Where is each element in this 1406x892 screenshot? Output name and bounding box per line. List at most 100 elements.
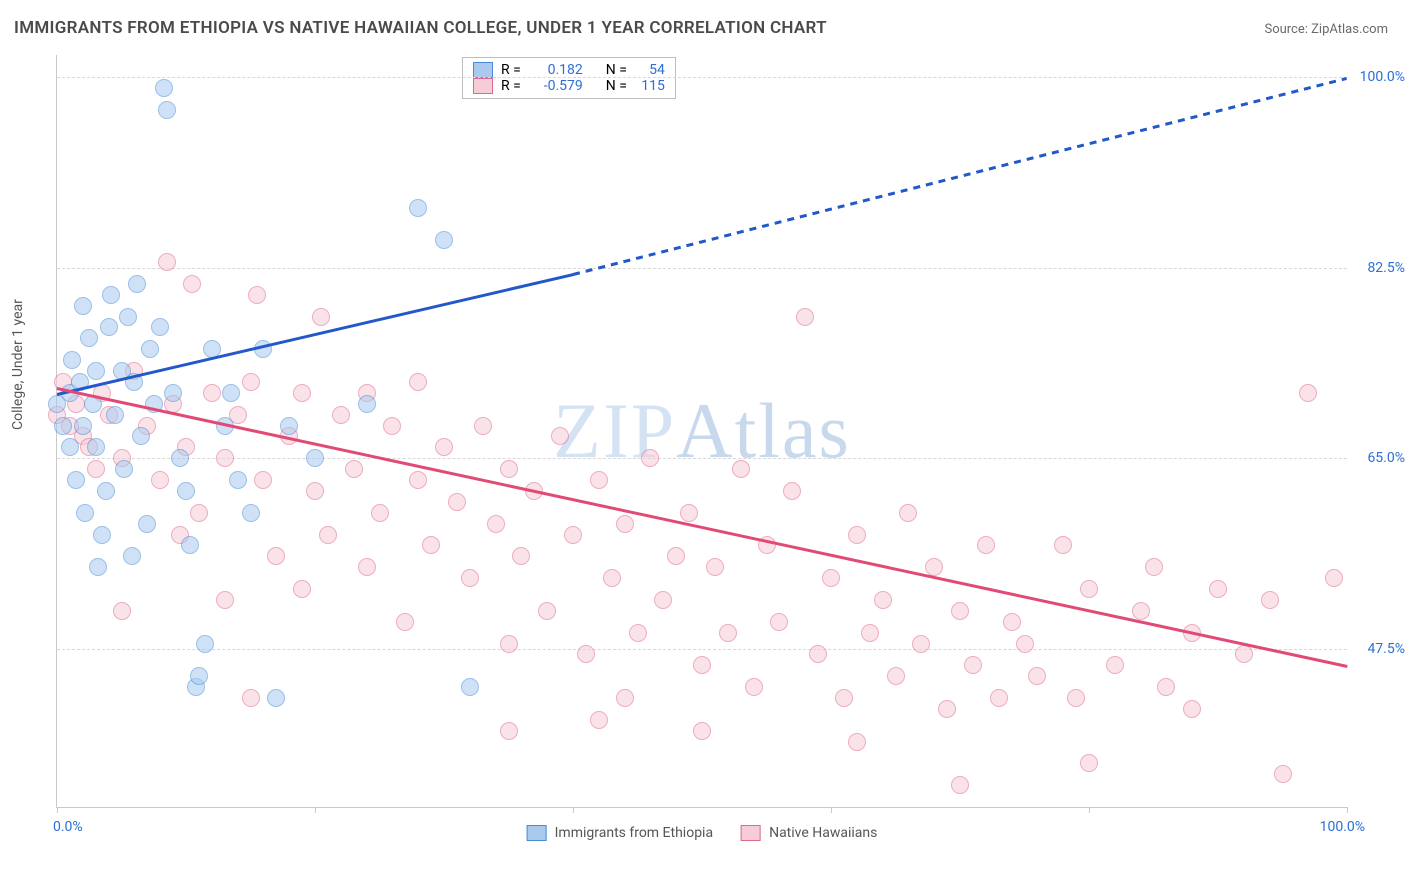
data-point bbox=[1299, 384, 1317, 402]
data-point bbox=[422, 536, 440, 554]
data-point bbox=[887, 667, 905, 685]
data-point bbox=[229, 471, 247, 489]
data-point bbox=[616, 689, 634, 707]
data-point bbox=[1080, 754, 1098, 772]
data-point bbox=[770, 613, 788, 631]
data-point bbox=[267, 689, 285, 707]
data-point bbox=[177, 482, 195, 500]
data-point bbox=[693, 656, 711, 674]
data-point bbox=[1274, 765, 1292, 783]
data-point bbox=[809, 645, 827, 663]
data-point bbox=[680, 504, 698, 522]
data-point bbox=[719, 624, 737, 642]
data-point bbox=[874, 591, 892, 609]
data-point bbox=[590, 711, 608, 729]
data-point bbox=[203, 384, 221, 402]
data-point bbox=[1235, 645, 1253, 663]
data-point bbox=[1106, 656, 1124, 674]
data-point bbox=[1325, 569, 1343, 587]
data-point bbox=[267, 547, 285, 565]
data-point bbox=[551, 427, 569, 445]
data-point bbox=[641, 449, 659, 467]
data-point bbox=[242, 689, 260, 707]
gridline bbox=[57, 649, 1347, 650]
data-point bbox=[371, 504, 389, 522]
data-point bbox=[358, 558, 376, 576]
x-tick bbox=[831, 807, 832, 813]
data-point bbox=[848, 733, 866, 751]
data-point bbox=[1067, 689, 1085, 707]
gridline bbox=[57, 458, 1347, 459]
data-point bbox=[132, 427, 150, 445]
data-point bbox=[248, 286, 266, 304]
data-point bbox=[409, 199, 427, 217]
data-point bbox=[409, 373, 427, 391]
watermark: ZIPAtlas bbox=[553, 386, 851, 476]
x-tick bbox=[1347, 807, 1348, 813]
data-point bbox=[512, 547, 530, 565]
data-point bbox=[500, 722, 518, 740]
data-point bbox=[97, 482, 115, 500]
data-point bbox=[280, 417, 298, 435]
data-point bbox=[487, 515, 505, 533]
data-point bbox=[1145, 558, 1163, 576]
data-point bbox=[190, 667, 208, 685]
data-point bbox=[345, 460, 363, 478]
x-tick bbox=[1089, 807, 1090, 813]
x-axis-min-label: 0.0% bbox=[53, 819, 83, 835]
data-point bbox=[912, 635, 930, 653]
data-point bbox=[115, 460, 133, 478]
data-point bbox=[141, 340, 159, 358]
data-point bbox=[822, 569, 840, 587]
data-point bbox=[358, 395, 376, 413]
data-point bbox=[151, 318, 169, 336]
stats-row-blue: R = 0.182 N = 54 bbox=[473, 62, 665, 78]
data-point bbox=[951, 776, 969, 794]
data-point bbox=[1209, 580, 1227, 598]
chart-plot-area: ZIPAtlas R = 0.182 N = 54 R = -0.579 N =… bbox=[56, 55, 1347, 808]
source-attribution: Source: ZipAtlas.com bbox=[1264, 22, 1388, 37]
data-point bbox=[861, 624, 879, 642]
data-point bbox=[74, 297, 92, 315]
swatch-pink-icon bbox=[741, 825, 761, 841]
data-point bbox=[155, 79, 173, 97]
gridline bbox=[57, 77, 1347, 78]
data-point bbox=[938, 700, 956, 718]
data-point bbox=[80, 329, 98, 347]
data-point bbox=[835, 689, 853, 707]
swatch-blue-icon bbox=[527, 825, 547, 841]
swatch-blue bbox=[473, 62, 493, 78]
data-point bbox=[138, 515, 156, 533]
stats-legend: R = 0.182 N = 54 R = -0.579 N = 115 bbox=[462, 57, 676, 99]
data-point bbox=[222, 384, 240, 402]
data-point bbox=[500, 460, 518, 478]
data-point bbox=[616, 515, 634, 533]
y-tick-label: 47.5% bbox=[1367, 641, 1405, 657]
data-point bbox=[564, 526, 582, 544]
data-point bbox=[93, 526, 111, 544]
data-point bbox=[693, 722, 711, 740]
series-legend: Immigrants from Ethiopia Native Hawaiian… bbox=[527, 825, 878, 841]
data-point bbox=[538, 602, 556, 620]
data-point bbox=[990, 689, 1008, 707]
data-point bbox=[964, 656, 982, 674]
data-point bbox=[603, 569, 621, 587]
data-point bbox=[474, 417, 492, 435]
data-point bbox=[293, 580, 311, 598]
data-point bbox=[102, 286, 120, 304]
data-point bbox=[1016, 635, 1034, 653]
data-point bbox=[435, 438, 453, 456]
data-point bbox=[1157, 678, 1175, 696]
data-point bbox=[577, 645, 595, 663]
data-point bbox=[74, 417, 92, 435]
data-point bbox=[76, 504, 94, 522]
data-point bbox=[435, 231, 453, 249]
data-point bbox=[87, 438, 105, 456]
data-point bbox=[87, 362, 105, 380]
data-point bbox=[951, 602, 969, 620]
data-point bbox=[977, 536, 995, 554]
data-point bbox=[332, 406, 350, 424]
data-point bbox=[158, 253, 176, 271]
data-point bbox=[293, 384, 311, 402]
data-point bbox=[1183, 700, 1201, 718]
